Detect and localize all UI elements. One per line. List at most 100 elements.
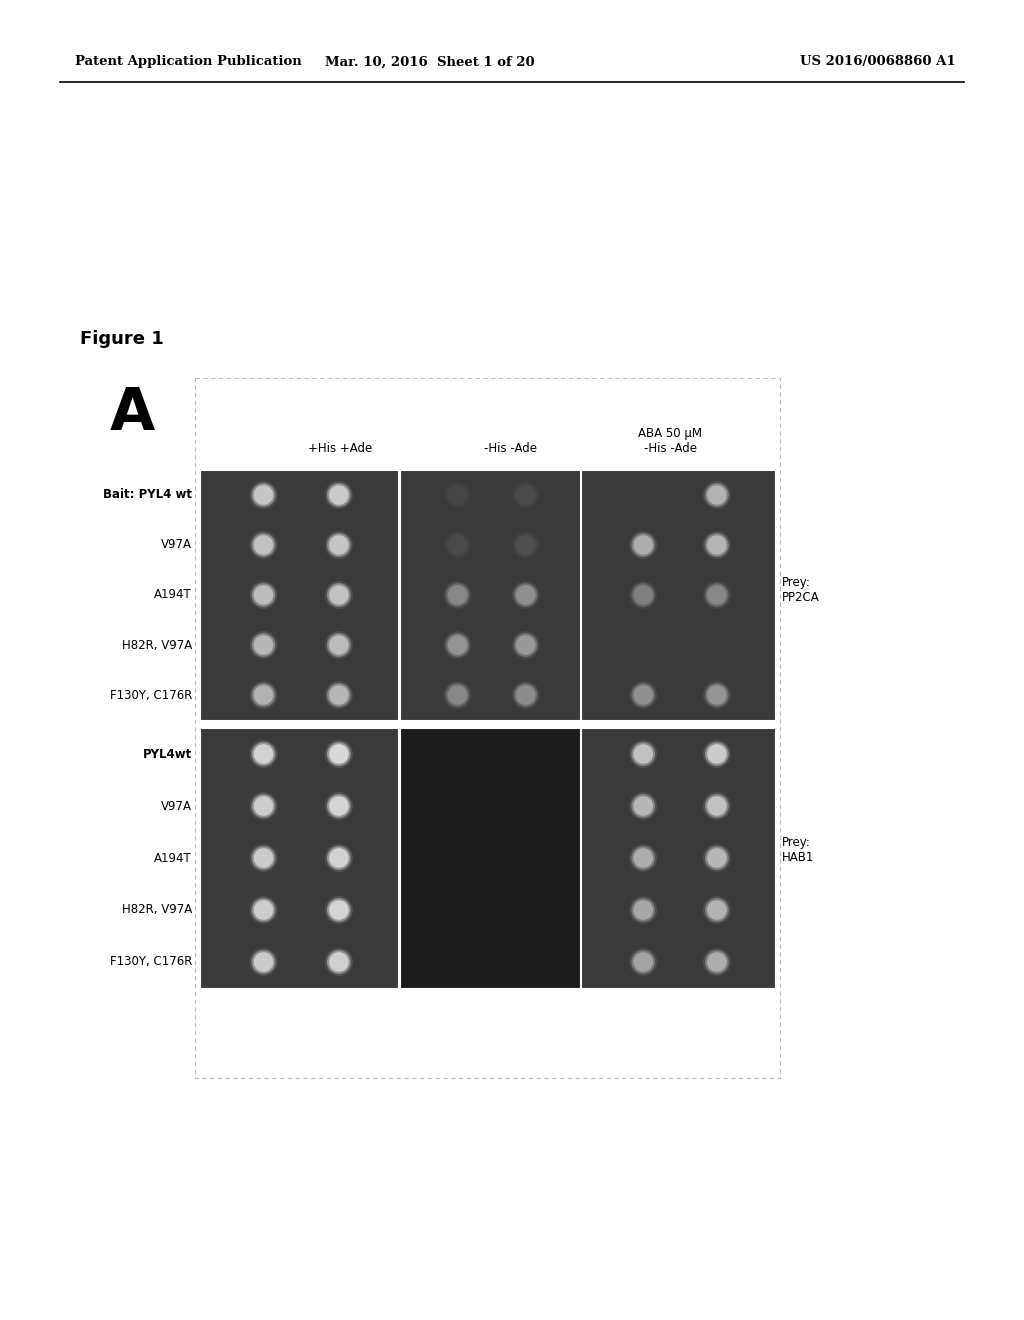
Circle shape — [512, 531, 540, 558]
Bar — [400, 470, 580, 719]
Circle shape — [705, 483, 729, 507]
Circle shape — [327, 795, 351, 818]
Circle shape — [443, 581, 471, 609]
Text: US 2016/0068860 A1: US 2016/0068860 A1 — [800, 55, 955, 69]
Circle shape — [629, 896, 657, 924]
Circle shape — [514, 634, 538, 657]
Circle shape — [634, 796, 653, 816]
Circle shape — [327, 483, 351, 507]
Circle shape — [443, 681, 471, 709]
Circle shape — [702, 948, 731, 975]
Circle shape — [447, 685, 467, 705]
Circle shape — [327, 583, 351, 607]
Circle shape — [445, 483, 469, 507]
Circle shape — [629, 792, 657, 820]
Circle shape — [254, 952, 273, 972]
Circle shape — [329, 900, 348, 920]
Bar — [582, 470, 775, 719]
Text: F130Y, C176R: F130Y, C176R — [110, 956, 193, 969]
Bar — [200, 470, 398, 719]
Circle shape — [445, 684, 469, 708]
Circle shape — [250, 948, 278, 975]
Circle shape — [329, 635, 348, 655]
Circle shape — [702, 531, 731, 558]
Circle shape — [327, 846, 351, 870]
Text: A194T: A194T — [155, 851, 193, 865]
Circle shape — [516, 535, 536, 554]
Circle shape — [705, 898, 729, 921]
Circle shape — [443, 480, 471, 510]
Circle shape — [634, 900, 653, 920]
Text: H82R, V97A: H82R, V97A — [122, 903, 193, 916]
Circle shape — [514, 533, 538, 557]
Circle shape — [512, 581, 540, 609]
Circle shape — [329, 796, 348, 816]
Circle shape — [516, 486, 536, 504]
Circle shape — [329, 535, 348, 554]
Text: V97A: V97A — [161, 800, 193, 813]
Circle shape — [254, 535, 273, 554]
Text: H82R, V97A: H82R, V97A — [122, 639, 193, 652]
Circle shape — [250, 681, 278, 709]
Circle shape — [329, 486, 348, 504]
Circle shape — [629, 843, 657, 873]
Circle shape — [629, 581, 657, 609]
Circle shape — [705, 533, 729, 557]
Circle shape — [516, 685, 536, 705]
Circle shape — [634, 685, 653, 705]
Circle shape — [325, 948, 353, 975]
Circle shape — [254, 635, 273, 655]
Circle shape — [254, 685, 273, 705]
Circle shape — [702, 681, 731, 709]
Circle shape — [250, 741, 278, 768]
Circle shape — [327, 634, 351, 657]
Text: Prey:
HAB1: Prey: HAB1 — [782, 836, 814, 865]
Circle shape — [447, 486, 467, 504]
Circle shape — [705, 846, 729, 870]
Circle shape — [512, 681, 540, 709]
Circle shape — [702, 792, 731, 820]
Text: +His +Ade: +His +Ade — [308, 442, 372, 455]
Circle shape — [629, 681, 657, 709]
Circle shape — [632, 846, 655, 870]
Circle shape — [254, 849, 273, 867]
Circle shape — [632, 533, 655, 557]
Circle shape — [325, 531, 353, 558]
Circle shape — [702, 843, 731, 873]
Text: Patent Application Publication: Patent Application Publication — [75, 55, 302, 69]
Circle shape — [250, 896, 278, 924]
Circle shape — [707, 585, 727, 605]
Text: A194T: A194T — [155, 589, 193, 602]
Circle shape — [252, 583, 275, 607]
Circle shape — [705, 950, 729, 974]
Circle shape — [707, 744, 727, 764]
Circle shape — [702, 581, 731, 609]
Circle shape — [702, 896, 731, 924]
Circle shape — [445, 583, 469, 607]
Circle shape — [325, 581, 353, 609]
Circle shape — [325, 741, 353, 768]
Text: A: A — [110, 385, 155, 442]
Text: -His -Ade: -His -Ade — [643, 442, 696, 455]
Circle shape — [443, 631, 471, 659]
Circle shape — [252, 846, 275, 870]
Circle shape — [514, 583, 538, 607]
Circle shape — [516, 635, 536, 655]
Circle shape — [329, 685, 348, 705]
Circle shape — [327, 950, 351, 974]
Circle shape — [250, 480, 278, 510]
Text: F130Y, C176R: F130Y, C176R — [110, 689, 193, 701]
Circle shape — [329, 744, 348, 764]
Circle shape — [445, 634, 469, 657]
Circle shape — [705, 583, 729, 607]
Circle shape — [445, 533, 469, 557]
Circle shape — [447, 635, 467, 655]
Circle shape — [707, 849, 727, 867]
Circle shape — [252, 950, 275, 974]
Circle shape — [250, 843, 278, 873]
Circle shape — [702, 741, 731, 768]
Circle shape — [632, 583, 655, 607]
Circle shape — [250, 581, 278, 609]
Bar — [582, 729, 775, 987]
Circle shape — [327, 898, 351, 921]
